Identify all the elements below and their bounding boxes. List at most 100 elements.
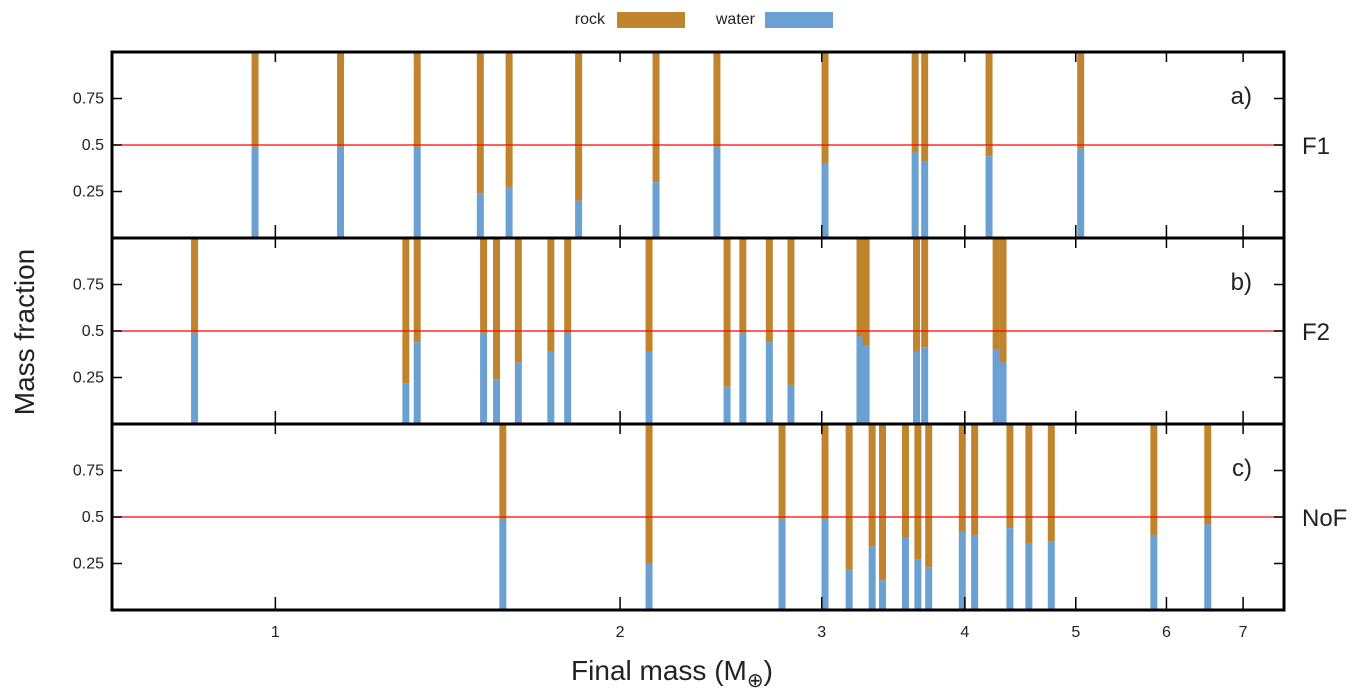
panel-letter: a): [1231, 83, 1252, 110]
water-bar: [913, 351, 921, 424]
x-tick-label: 6: [1162, 624, 1171, 641]
rock-bar: [499, 424, 507, 519]
rock-bar: [765, 238, 773, 343]
water-bar: [645, 563, 653, 610]
water-bar: [480, 332, 488, 424]
water-bar: [862, 345, 870, 424]
water-bar: [992, 349, 1000, 424]
rock-bar: [868, 424, 876, 547]
rock-bar: [787, 238, 795, 385]
rock-bar: [778, 424, 786, 519]
water-bar: [879, 580, 887, 610]
rock-bar: [862, 238, 870, 346]
rock-bar: [713, 52, 721, 147]
water-bar: [564, 332, 572, 424]
rock-bar: [493, 238, 501, 380]
water-bar: [645, 351, 653, 424]
water-bar: [1204, 524, 1212, 610]
water-bar: [547, 351, 555, 424]
water-bar: [901, 537, 909, 610]
y-tick-label: 0.25: [73, 370, 104, 387]
water-bar: [499, 518, 507, 610]
rock-bar: [564, 238, 572, 333]
x-tick-label: 5: [1071, 624, 1080, 641]
rock-bar: [1006, 424, 1014, 529]
water-bar: [413, 342, 421, 424]
rock-bar: [958, 424, 966, 532]
rock-bar: [505, 52, 513, 188]
rock-bar: [476, 52, 484, 194]
rock-bar: [914, 424, 922, 560]
water-bar: [821, 163, 829, 238]
water-bar: [1006, 528, 1014, 610]
water-bar: [723, 386, 731, 424]
water-bar: [821, 518, 829, 610]
panel-name: F1: [1302, 133, 1330, 160]
rock-bar: [413, 238, 421, 343]
water-bar: [1077, 148, 1085, 238]
water-bar: [921, 161, 929, 238]
y-tick-label: 0.25: [73, 184, 104, 201]
rock-bar: [575, 52, 583, 201]
water-bar: [778, 518, 786, 610]
x-tick-label: 1: [271, 624, 280, 641]
rock-bar: [921, 52, 929, 162]
y-tick-label: 0.75: [73, 91, 104, 108]
panel-f2: 0.25 0.5 0.75 b) F2: [73, 236, 1330, 426]
rock-bar: [413, 52, 421, 147]
y-axis-title: Mass fraction: [9, 249, 40, 416]
rock-bar: [985, 52, 993, 157]
rock-bar: [514, 238, 522, 363]
rock-bar: [1025, 424, 1033, 544]
legend-label-rock: rock: [575, 11, 606, 28]
panel-name: NoF: [1302, 505, 1347, 532]
x-tick-label: 3: [817, 624, 826, 641]
water-bar: [787, 384, 795, 424]
rock-bar: [921, 238, 929, 348]
legend-label-water: water: [715, 11, 756, 28]
y-tick-label: 0.25: [73, 556, 104, 573]
rock-bar: [879, 424, 887, 581]
water-bar: [911, 152, 919, 238]
rock-bar: [645, 238, 653, 352]
water-bar: [958, 531, 966, 610]
panel-frame: [110, 422, 1286, 612]
panel-letter: c): [1232, 455, 1252, 482]
y-tick-label: 0.75: [73, 463, 104, 480]
rock-bar: [971, 424, 979, 536]
legend: rock water: [575, 11, 833, 28]
panel-nof: 0.25 0.5 0.75 c) NoF: [73, 422, 1347, 612]
rock-bar: [992, 238, 1000, 350]
water-bar: [191, 332, 199, 424]
rock-bar: [1150, 424, 1158, 536]
rock-bar: [191, 238, 199, 333]
panels: 0.25 0.5 0.75 a) F1 0.25 0.5 0.75 b) F2 0.25 0.5 0.7…: [73, 50, 1347, 612]
rock-bar: [1077, 52, 1085, 149]
water-bar: [999, 362, 1007, 424]
legend-swatch-rock: [617, 12, 685, 28]
water-bar: [476, 193, 484, 238]
water-bar: [868, 546, 876, 610]
y-tick-label: 0.75: [73, 277, 104, 294]
y-tick-label: 0.5: [82, 137, 104, 154]
rock-bar: [739, 238, 747, 333]
rock-bar: [821, 424, 829, 519]
rock-bar: [652, 52, 660, 183]
water-bar: [514, 362, 522, 424]
x-tick-label: 2: [616, 624, 625, 641]
x-tick-label: 7: [1239, 624, 1248, 641]
rock-bar: [911, 52, 919, 153]
rock-bar: [547, 238, 555, 352]
rock-bar: [251, 52, 259, 147]
water-bar: [575, 200, 583, 238]
rock-bar: [480, 238, 488, 333]
water-bar: [1025, 543, 1033, 610]
water-bar: [652, 182, 660, 238]
water-bar: [985, 156, 993, 238]
rock-bar: [402, 238, 410, 384]
rock-bar: [845, 424, 853, 570]
water-bar: [845, 569, 853, 610]
x-axis-title: Final mass (M⊕): [571, 655, 773, 690]
panel-letter: b): [1231, 269, 1252, 296]
water-bar: [856, 336, 864, 424]
